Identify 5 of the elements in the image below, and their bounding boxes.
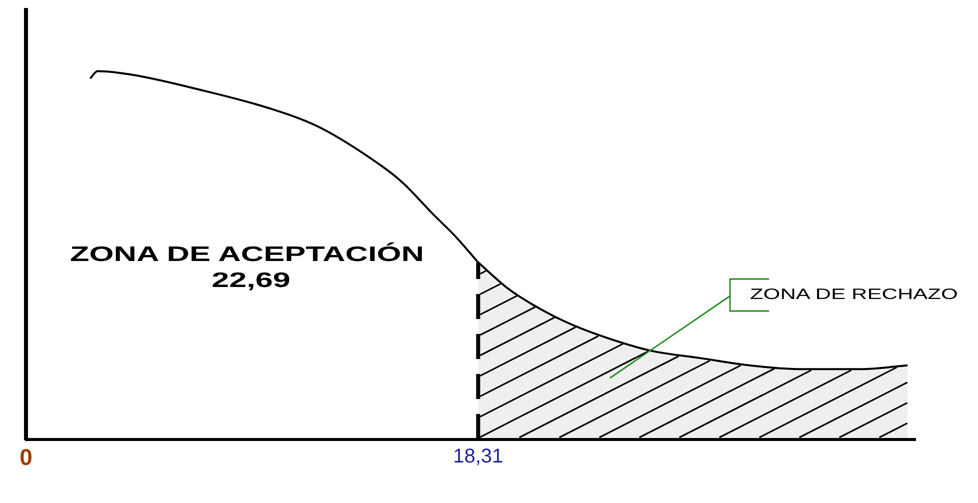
text: ZONA DE RECHAZO: [750, 286, 958, 303]
annotation: ZONA DE ACEPTACIÓN: [70, 243, 424, 266]
x-tick-label: 18,31: [453, 446, 504, 468]
annotation: 22,69: [212, 269, 290, 292]
x-tick-label: 0: [20, 444, 32, 470]
